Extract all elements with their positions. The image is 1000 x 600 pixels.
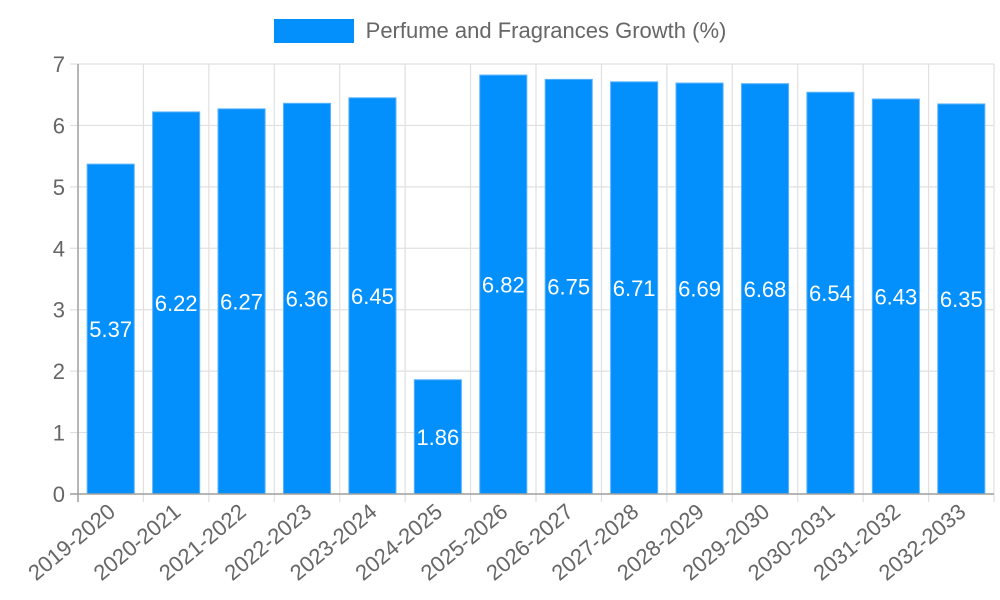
chart-legend: Perfume and Fragrances Growth (%) [0,18,1000,44]
legend-label: Perfume and Fragrances Growth (%) [365,18,727,43]
legend-swatch[interactable] [273,19,354,43]
y-tick-label: 0 [53,482,65,507]
bar[interactable] [937,103,986,495]
bar-value-label: 6.54 [809,281,852,306]
bar-value-label: 6.69 [678,277,721,302]
bar[interactable] [675,82,724,495]
bar-series [86,74,986,495]
y-tick-label: 6 [53,113,65,138]
bar[interactable] [610,81,659,495]
y-tick-label: 1 [53,421,65,446]
bar-value-label: 6.45 [351,284,394,309]
y-tick-label: 5 [53,175,65,200]
y-tick-label: 7 [53,52,65,77]
bar-value-label: 6.22 [155,291,198,316]
y-tick-label: 3 [53,298,65,323]
bar-value-label: 6.35 [940,287,983,312]
bar[interactable] [282,102,332,495]
bar-value-label: 1.86 [416,425,459,450]
bar[interactable] [871,98,920,495]
bar[interactable] [217,108,266,495]
y-axis-ticks: 0 1 2 3 4 5 6 7 [53,52,65,507]
bar-value-label: 6.43 [874,285,917,310]
bar[interactable] [152,111,201,495]
bar-value-label: 6.75 [547,275,590,300]
x-axis-ticks: 2019-20202020-20212021-20222022-20232023… [23,499,970,586]
y-tick-label: 2 [53,359,65,384]
chart-axes [70,64,994,502]
bar[interactable] [806,91,855,495]
y-tick-label: 4 [53,236,65,261]
bar-value-label: 6.27 [220,289,263,314]
chart-grid [70,63,995,502]
bar-value-label: 6.36 [286,287,329,312]
data-labels: 5.37 6.22 6.27 6.36 6.45 1.86 6.82 6.75 6.71 6.69… [89,273,982,450]
bar[interactable] [86,163,135,495]
bar-value-label: 6.68 [744,277,787,302]
bar-value-label: 5.37 [89,317,132,342]
bar[interactable] [740,83,790,495]
bar[interactable] [479,74,528,495]
bar[interactable] [544,78,593,495]
bar-value-label: 6.82 [482,273,525,298]
bar-value-label: 6.71 [613,276,656,301]
bar[interactable] [413,379,462,495]
